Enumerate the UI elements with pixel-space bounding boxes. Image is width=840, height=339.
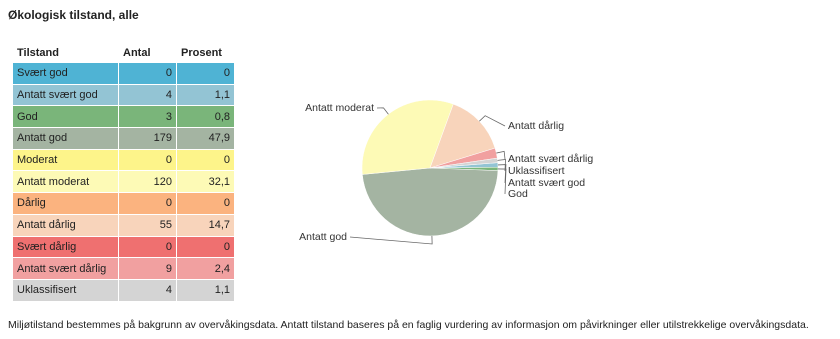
slice-label: Antatt svært god (508, 177, 585, 189)
title: Økologisk tilstand, alle (8, 8, 139, 22)
table-row: Antatt god 179 47,9 (13, 128, 234, 149)
count-cell: 3 (119, 106, 176, 128)
slice-label: Antatt dårlig (508, 120, 564, 132)
slice-label: God (508, 188, 528, 200)
column-header: Antal (123, 47, 151, 59)
percent-cell: 1,1 (177, 279, 234, 301)
pie-slice (429, 157, 499, 169)
count-cell: 0 (119, 149, 176, 171)
status-cell: Svært dårlig (13, 236, 118, 258)
status-cell: God (13, 106, 118, 128)
percent-cell: 0,8 (177, 106, 234, 128)
label-leader (376, 107, 389, 115)
table-row: God 3 0,8 (13, 106, 234, 128)
label-leader (497, 164, 507, 184)
count-cell: 55 (119, 214, 176, 236)
table-row: Moderat 0 0 (13, 149, 234, 171)
count-cell: 0 (119, 236, 176, 258)
status-cell: Antatt svært dårlig (13, 258, 118, 279)
percent-cell: 0 (177, 149, 234, 171)
label-leader (497, 168, 507, 195)
count-cell: 4 (119, 84, 176, 106)
count-cell: 0 (119, 193, 176, 214)
table-row: Svært dårlig 0 0 (13, 236, 234, 258)
percent-cell: 0 (177, 193, 234, 214)
column-header: Tilstand (17, 47, 59, 59)
column-header: Prosent (181, 47, 222, 59)
table-row: Antatt dårlig 55 14,7 (13, 214, 234, 236)
percent-cell: 0 (177, 63, 234, 84)
percent-cell: 47,9 (177, 128, 234, 149)
count-cell: 0 (119, 63, 176, 84)
label-leader (497, 159, 506, 172)
table-row: Antatt moderat 120 32,1 (13, 171, 234, 193)
status-cell: Moderat (13, 149, 118, 171)
percent-cell: 1,1 (177, 84, 234, 106)
status-cell: Antatt svært god (13, 84, 118, 106)
table-row: Antatt svært god 4 1,1 (13, 84, 234, 106)
status-cell: Uklassifisert (13, 279, 118, 301)
percent-cell: 0 (177, 236, 234, 258)
count-cell: 179 (119, 128, 176, 149)
percent-cell: 32,1 (177, 171, 234, 193)
status-cell: Antatt moderat (13, 171, 118, 193)
table-row: Dårlig 0 0 (13, 193, 234, 214)
percent-cell: 14,7 (177, 214, 234, 236)
slice-label: Antatt moderat (305, 102, 374, 114)
status-cell: Dårlig (13, 193, 118, 214)
label-leader (496, 150, 506, 160)
footer-note: Miljøtilstand bestemmes på bakgrunn av o… (8, 319, 809, 331)
status-cell: Antatt god (13, 128, 118, 149)
slice-label: Antatt svært dårlig (508, 153, 593, 165)
table-row: Antatt svært dårlig 9 2,4 (13, 258, 234, 279)
table-row: Uklassifisert 4 1,1 (13, 279, 234, 301)
status-table: Tilstand Antal Prosent Svært god 0 0 Antatt s… (12, 43, 235, 302)
table-header: Tilstand Antal Prosent (13, 44, 234, 62)
label-leader (479, 115, 506, 127)
count-cell: 9 (119, 258, 176, 279)
label-leader (349, 235, 433, 245)
percent-cell: 2,4 (177, 258, 234, 279)
status-cell: Antatt dårlig (13, 214, 118, 236)
status-cell: Svært god (13, 63, 118, 84)
table-row: Svært god 0 0 (13, 63, 234, 84)
slice-label: Antatt god (299, 231, 347, 243)
table-body: Svært god 0 0 Antatt svært god 4 1,1 God 3 0,8 An… (13, 63, 234, 301)
count-cell: 4 (119, 279, 176, 301)
count-cell: 120 (119, 171, 176, 193)
pie-slice (362, 167, 499, 237)
slice-label: Uklassifisert (508, 165, 565, 177)
